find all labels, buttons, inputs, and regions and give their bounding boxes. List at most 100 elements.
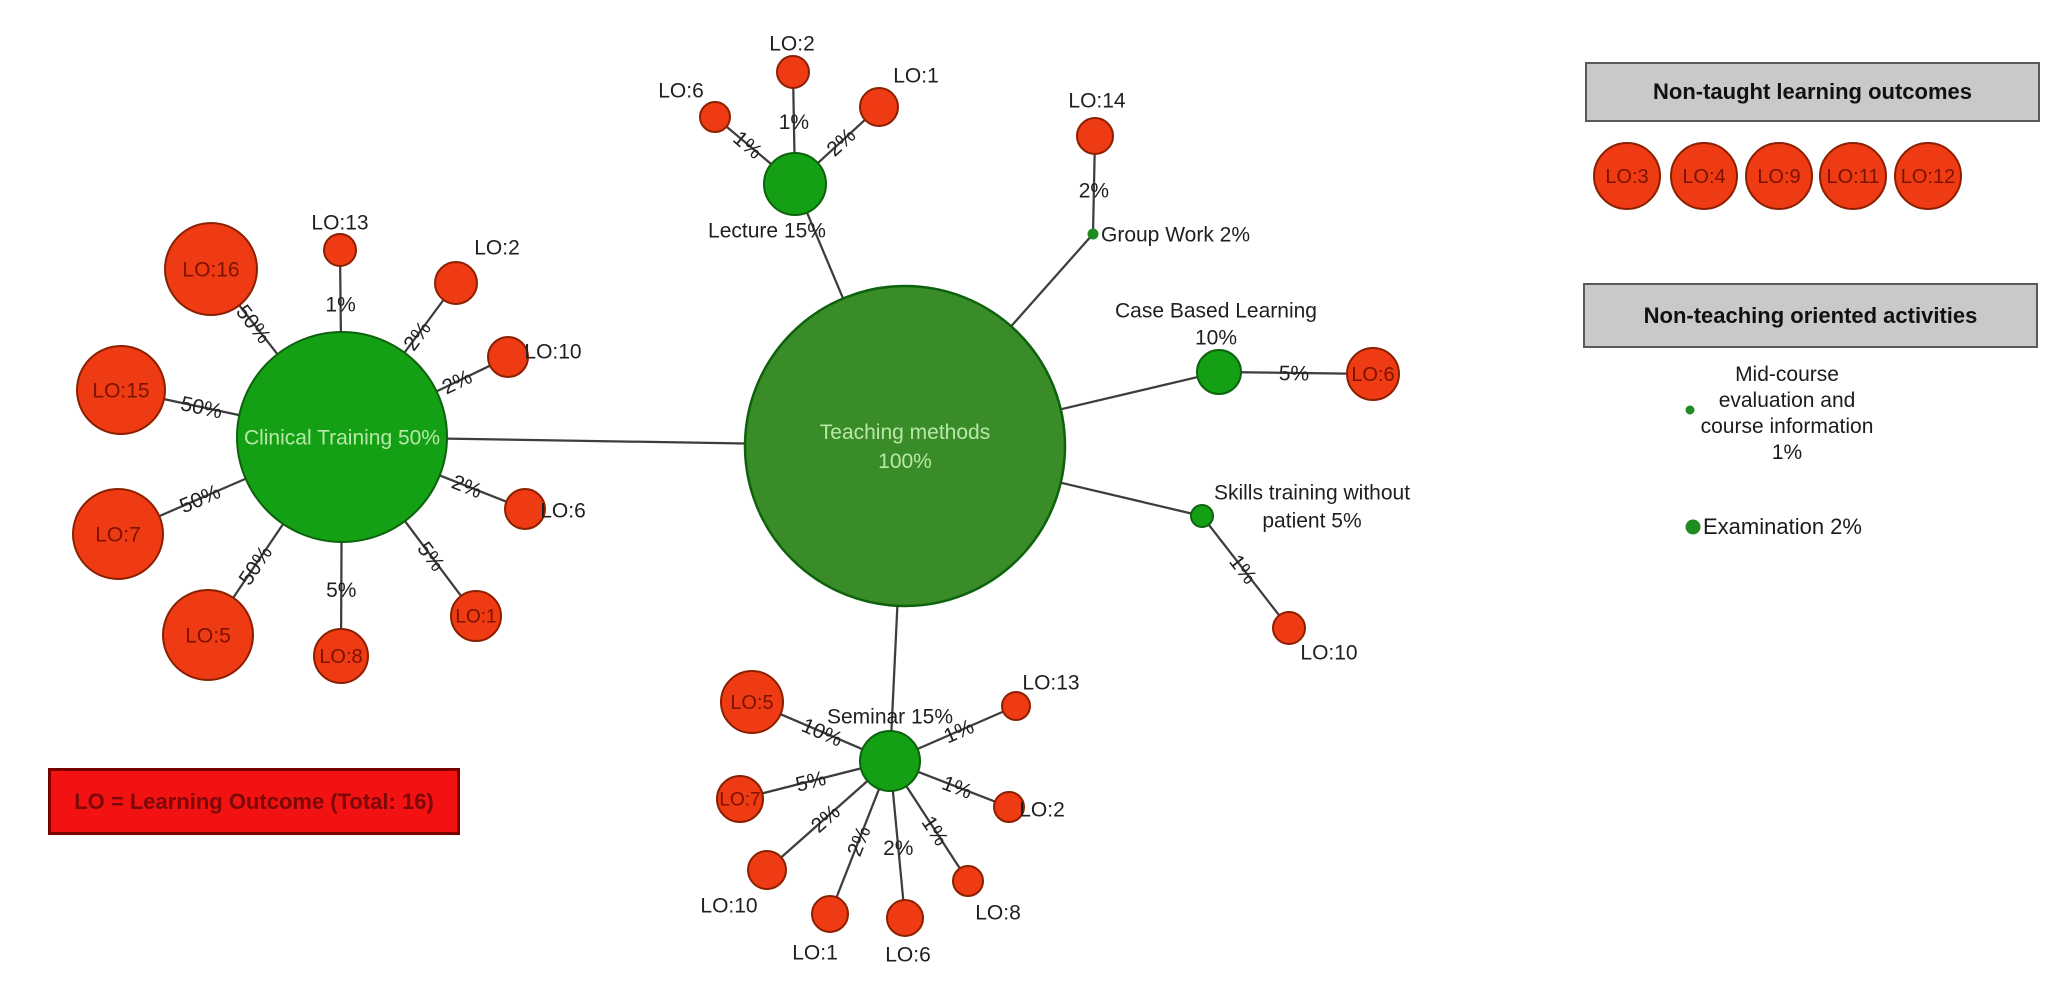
edge-lecture--lo1-lecture xyxy=(817,119,866,164)
node-lo2-clinical xyxy=(434,261,478,305)
activity-examination: Examination 2% xyxy=(1703,514,1862,539)
node-lo11-nontaught xyxy=(1819,142,1887,210)
edge-label-clinical-training--lo5-clinical: 50% xyxy=(235,542,278,590)
node-lo13-clinical xyxy=(323,233,357,267)
edge-seminar--lo10-seminar xyxy=(780,780,869,859)
edge-clinical-training--lo1-clinical xyxy=(404,520,462,597)
node-lo1-clinical xyxy=(450,590,502,642)
label-teaching-methods: Teaching methods xyxy=(820,421,990,444)
panel-header-non-taught-label: Non-taught learning outcomes xyxy=(1653,79,1972,104)
node-midcourse-dot xyxy=(1685,405,1695,415)
label-lo3-nontaught: LO:3 xyxy=(1605,166,1648,188)
label-lo16-clinical: LO:16 xyxy=(182,258,239,281)
label-lo2-seminar: LO:2 xyxy=(1019,798,1065,821)
edge-clinical-training--lo13-clinical xyxy=(339,265,343,333)
node-lo15-clinical xyxy=(76,345,166,435)
edge-label-lecture--lo2-lecture: 1% xyxy=(779,111,809,134)
edge-label-clinical-training--lo6-clinical: 2% xyxy=(448,471,485,504)
label-lo8-seminar: LO:8 xyxy=(975,901,1021,924)
edge-label-seminar--lo8-seminar: 1% xyxy=(917,812,953,850)
edge-lecture--lo2-lecture xyxy=(792,87,796,154)
edge-clinical-training--lo10-clinical xyxy=(436,364,491,393)
edge-skills-training--lo10-skills xyxy=(1207,523,1281,617)
label-lo5-seminar: LO:5 xyxy=(730,692,773,714)
edge-teaching-methods--skills-training xyxy=(1060,481,1192,515)
edge-clinical-training--lo16-clinical xyxy=(238,304,279,355)
label-lo8-clinical: LO:8 xyxy=(319,646,362,668)
node-seminar xyxy=(859,730,921,792)
edge-case-based-learning--lo6-case xyxy=(1240,371,1348,375)
label-seminar: Seminar 15% xyxy=(827,705,953,728)
activity-midcourse: Mid-course evaluation and course informa… xyxy=(1662,362,1912,466)
label-case-based-learning: 10% xyxy=(1195,326,1237,349)
activity-midcourse-line: evaluation and xyxy=(1718,389,1856,412)
edge-group-work--lo14-groupwork xyxy=(1091,153,1096,230)
label-lo7-seminar: LO:7 xyxy=(719,790,760,811)
edge-seminar--lo5-seminar xyxy=(780,713,863,751)
edge-seminar--lo2-seminar xyxy=(917,770,996,803)
node-case-based-learning xyxy=(1196,349,1242,395)
label-lo13-clinical: LO:13 xyxy=(311,211,368,234)
label-lo15-clinical: LO:15 xyxy=(92,379,149,402)
node-lo7-clinical xyxy=(72,488,164,580)
panel-header-non-taught: Non-taught learning outcomes xyxy=(1585,62,2040,122)
label-lo11-nontaught: LO:11 xyxy=(1827,166,1880,188)
label-lo2-clinical: LO:2 xyxy=(474,236,520,259)
edge-seminar--lo1-seminar xyxy=(835,788,881,898)
edge-label-seminar--lo6-seminar: 2% xyxy=(883,837,913,860)
edge-teaching-methods--lecture xyxy=(805,212,845,299)
node-lo6-seminar xyxy=(886,899,924,937)
edge-seminar--lo6-seminar xyxy=(891,790,905,901)
node-lo3-nontaught xyxy=(1593,142,1661,210)
activity-midcourse-line: Mid-course xyxy=(1735,363,1839,386)
activity-midcourse-line: 1% xyxy=(1771,441,1803,464)
label-lo7-clinical: LO:7 xyxy=(95,523,141,546)
edge-seminar--lo7-seminar xyxy=(762,767,862,795)
edge-teaching-methods--group-work xyxy=(1010,236,1091,328)
edge-label-clinical-training--lo13-clinical: 1% xyxy=(325,294,355,317)
edge-seminar--lo8-seminar xyxy=(905,785,961,870)
label-lo1-clinical: LO:1 xyxy=(455,607,496,628)
edge-label-clinical-training--lo16-clinical: 50% xyxy=(231,301,275,348)
label-lo6-seminar: LO:6 xyxy=(885,943,931,966)
label-lo14-groupwork: LO:14 xyxy=(1068,89,1126,112)
node-lo4-nontaught xyxy=(1670,142,1738,210)
node-lo5-seminar xyxy=(720,670,784,734)
node-lo10-clinical xyxy=(487,336,529,378)
node-lo6-case xyxy=(1346,347,1400,401)
node-lo13-seminar xyxy=(1001,691,1031,721)
node-teaching-methods xyxy=(743,284,1067,608)
node-lo6-lecture xyxy=(699,101,731,133)
edge-label-clinical-training--lo8-clinical: 5% xyxy=(326,579,356,602)
edge-label-group-work--lo14-groupwork: 2% xyxy=(1079,179,1109,202)
node-lo12-nontaught xyxy=(1894,142,1962,210)
edge-label-clinical-training--lo15-clinical: 50% xyxy=(179,392,225,423)
node-lo8-seminar xyxy=(952,865,984,897)
activity-midcourse-line: course information xyxy=(1700,415,1874,438)
label-teaching-methods: 100% xyxy=(878,450,932,473)
label-lo10-seminar: LO:10 xyxy=(700,894,757,917)
label-lo13-seminar: LO:13 xyxy=(1022,671,1079,694)
label-lo10-skills: LO:10 xyxy=(1300,641,1357,664)
legend-note: LO = Learning Outcome (Total: 16) xyxy=(48,768,460,835)
node-lo1-lecture xyxy=(859,87,899,127)
node-lo1-seminar xyxy=(811,895,849,933)
label-lo2-lecture: LO:2 xyxy=(769,32,815,55)
label-lo12-nontaught: LO:12 xyxy=(1901,166,1955,188)
edge-clinical-training--lo15-clinical xyxy=(163,398,240,417)
edge-label-skills-training--lo10-skills: 1% xyxy=(1224,551,1261,589)
label-clinical-training: Clinical Training 50% xyxy=(244,426,440,449)
edge-lecture--lo6-lecture xyxy=(725,125,772,165)
node-skills-training xyxy=(1190,504,1214,528)
node-lo5-clinical xyxy=(162,589,254,681)
label-lo10-clinical: LO:10 xyxy=(524,340,581,363)
edge-label-seminar--lo1-seminar: 2% xyxy=(843,823,875,860)
panel-header-non-teaching: Non-teaching oriented activities xyxy=(1583,283,2038,348)
node-lo10-seminar xyxy=(747,850,787,890)
label-lo6-lecture: LO:6 xyxy=(658,79,704,102)
node-examination-dot xyxy=(1685,519,1701,535)
label-lo1-seminar: LO:1 xyxy=(792,941,838,964)
edge-clinical-training--lo6-clinical xyxy=(439,474,507,503)
legend-note-label: LO = Learning Outcome (Total: 16) xyxy=(74,788,434,814)
